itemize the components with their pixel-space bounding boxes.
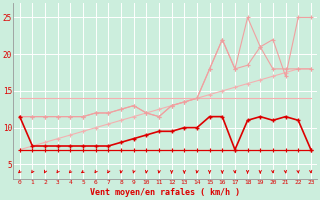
X-axis label: Vent moyen/en rafales ( km/h ): Vent moyen/en rafales ( km/h ) [90,188,240,197]
